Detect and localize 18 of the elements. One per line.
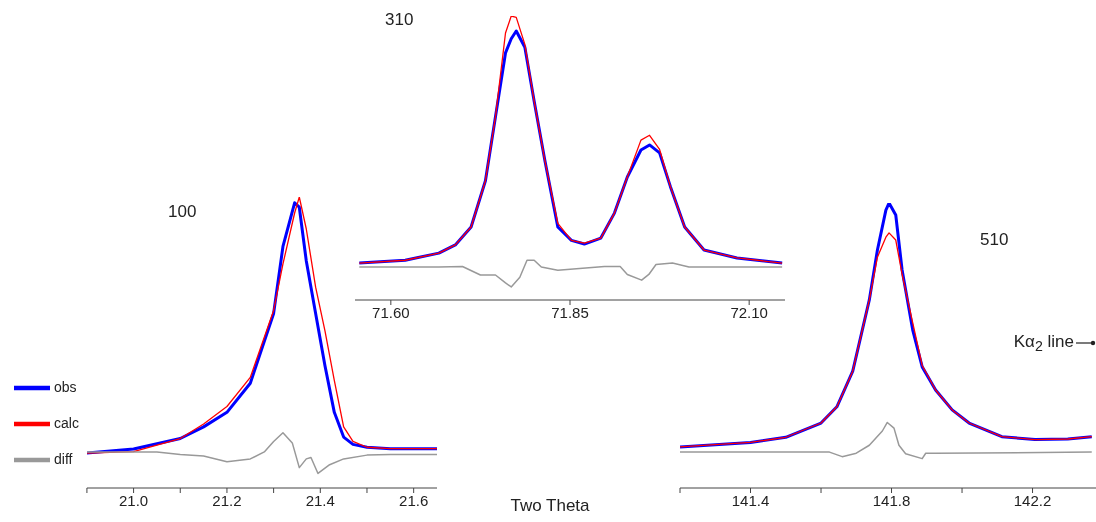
legend-label: obs	[54, 378, 77, 395]
x-tick-label: 21.0	[118, 491, 149, 509]
x-tick-label: 141.8	[872, 491, 911, 509]
x-tick-label: 72.10	[730, 303, 768, 321]
annotation: 310	[385, 10, 414, 30]
legend-label: calc	[54, 414, 79, 431]
x-tick-label: 141.4	[731, 491, 770, 509]
annotation: 510	[980, 230, 1009, 250]
annotation: Kα$_{2}$ line	[1013, 332, 1074, 355]
annotation: 100	[168, 202, 197, 222]
legend-label: diff	[54, 450, 73, 467]
x-tick-label: 71.85	[551, 303, 589, 321]
x-tick-label: 21.2	[212, 491, 242, 509]
x-tick-label: 71.60	[372, 303, 410, 321]
x-tick-label: 21.4	[305, 491, 335, 509]
x-axis-title: Two Theta	[509, 496, 591, 516]
x-tick-label: 21.6	[399, 491, 429, 509]
x-tick-label: 142.2	[1013, 491, 1052, 509]
